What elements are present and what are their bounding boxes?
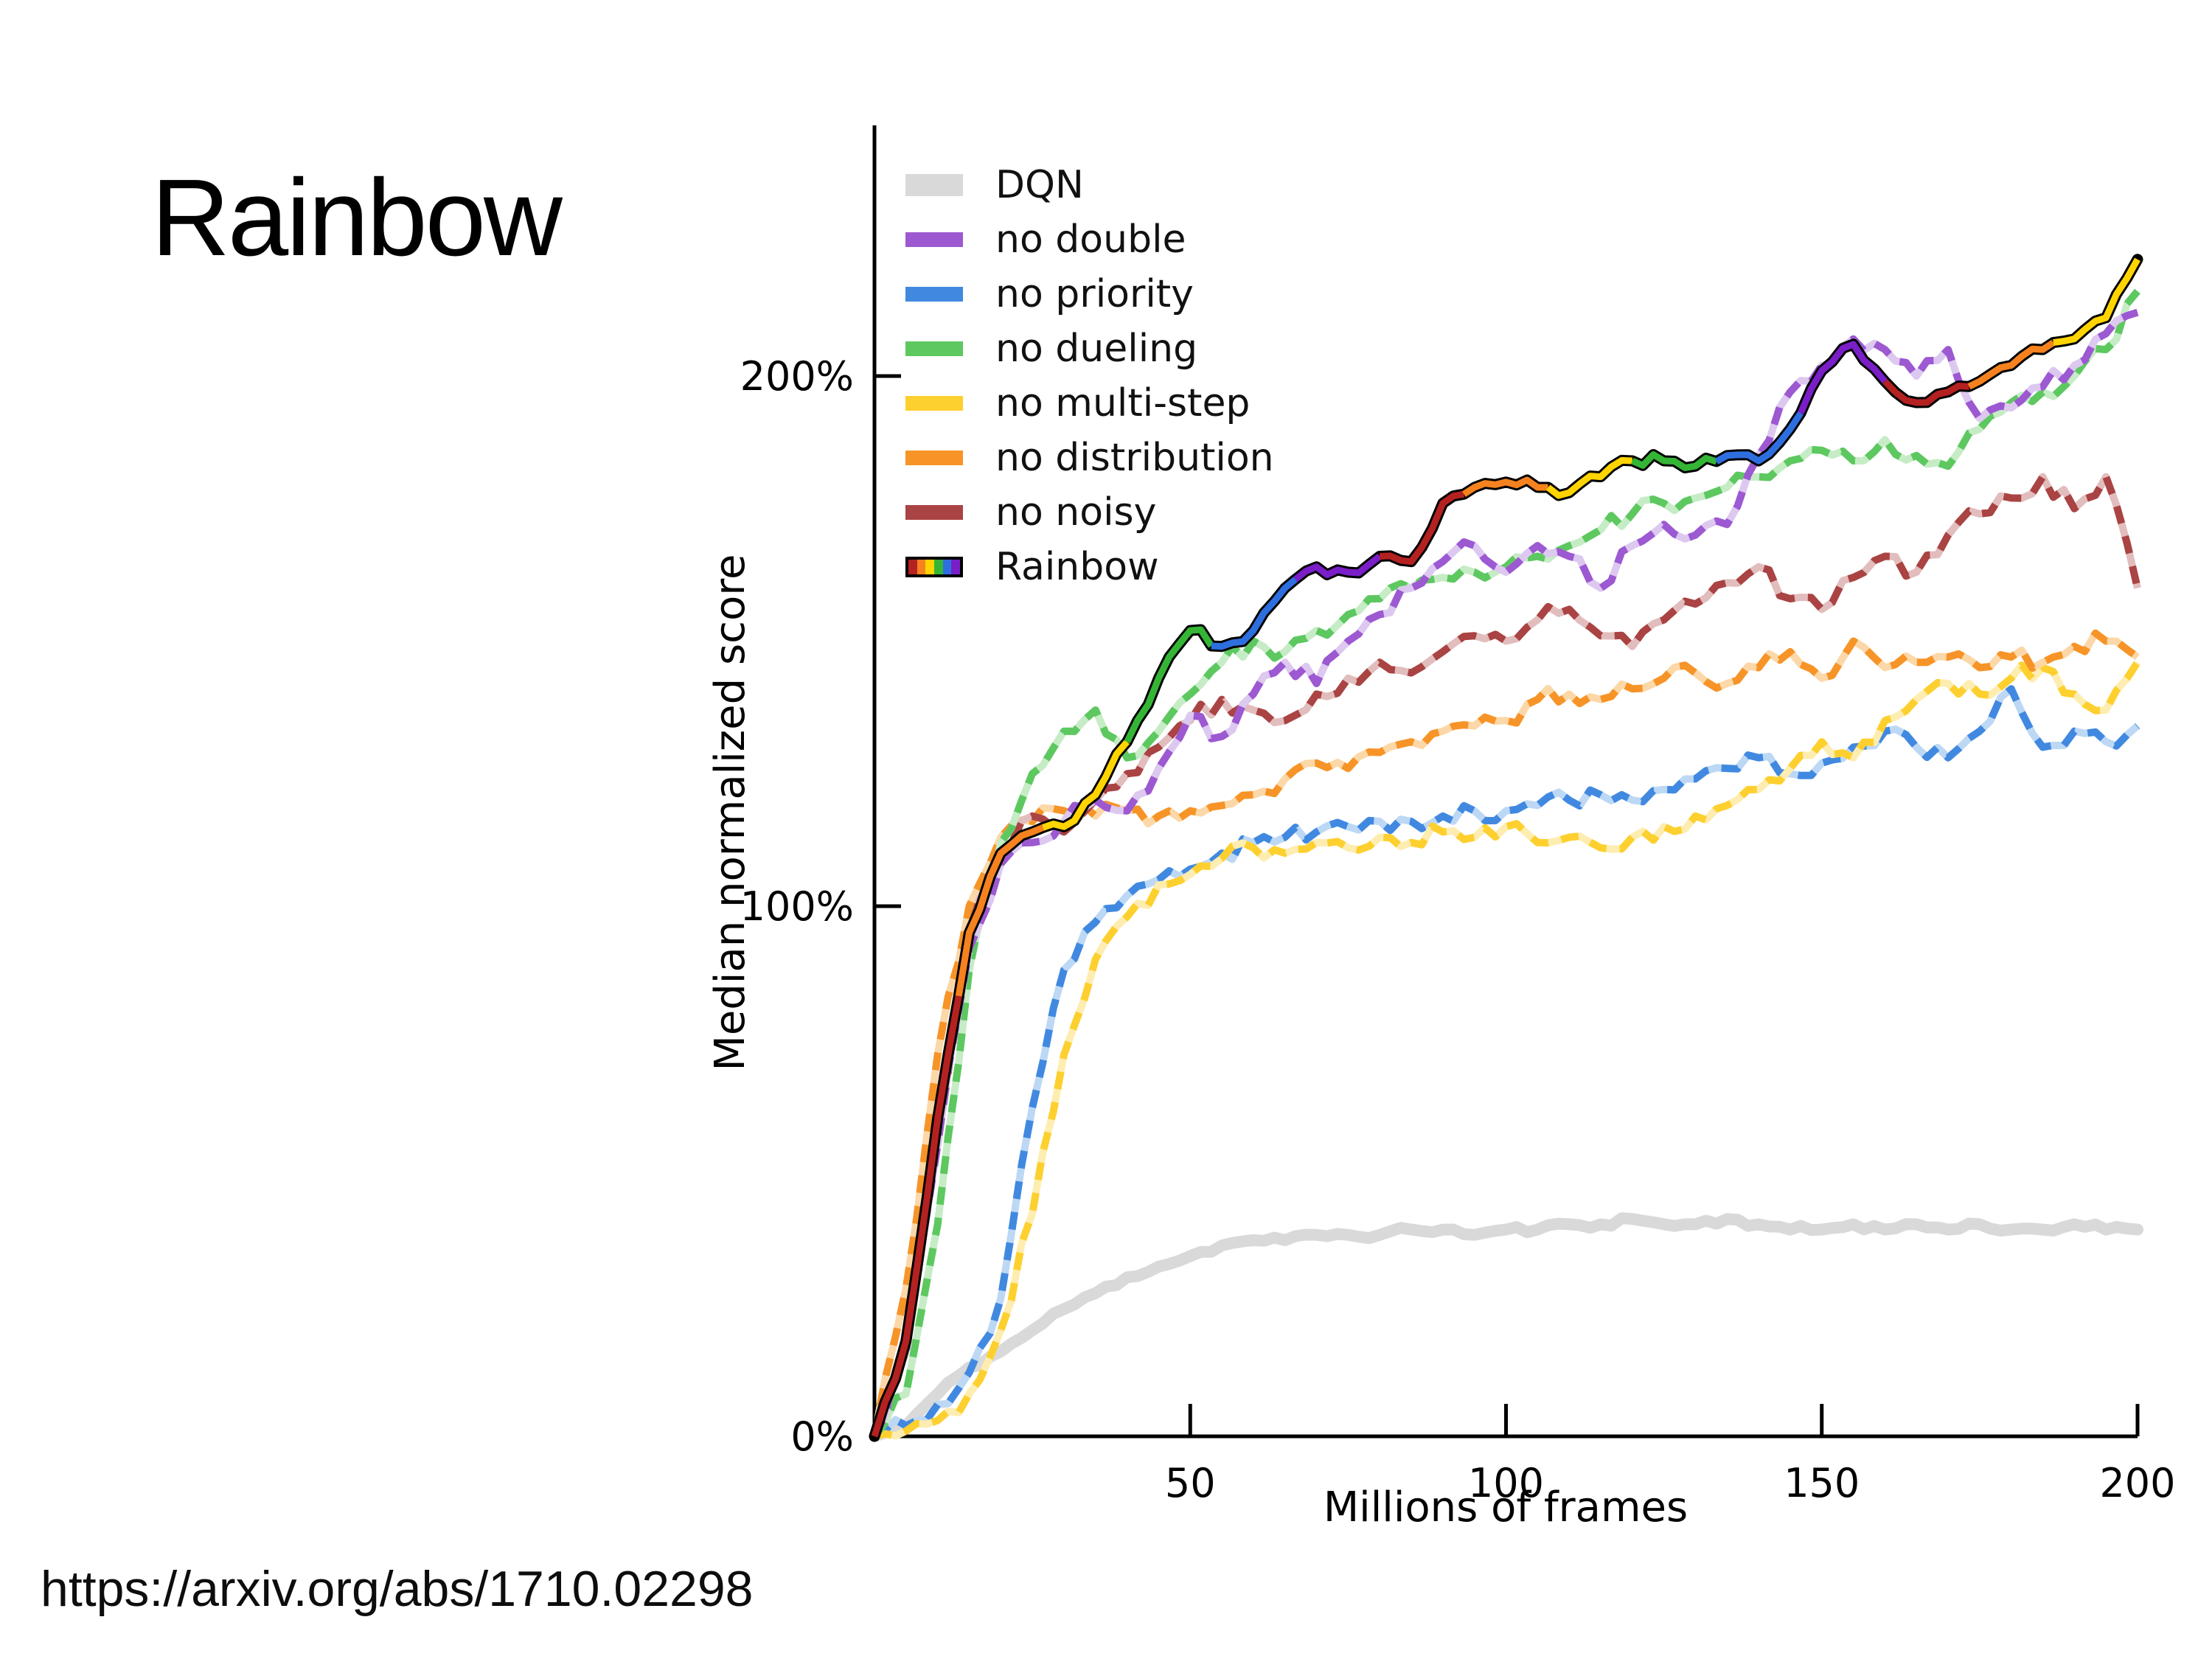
legend-swatch-dqn-icon [905, 174, 963, 196]
slide-title: Rainbow [151, 157, 563, 279]
series-line-no-dueling [872, 288, 2140, 1439]
y-tick-label: 100% [740, 883, 854, 930]
legend-swatch-color-segment [908, 560, 917, 574]
curve-rainbow-segment [1461, 476, 1548, 497]
legend-swatch-color-segment [917, 560, 926, 574]
curve-no-multi-step [873, 660, 2141, 1440]
curve-rainbow-segment [1630, 451, 1718, 471]
legend-item-no-multi-step: no multi-step [905, 376, 1274, 431]
legend-label: Rainbow [995, 545, 1159, 589]
legend-swatch-no-priority-icon [905, 287, 963, 302]
curve-rainbow-segment [1380, 490, 1465, 566]
curve-rainbow-segment [1967, 339, 2056, 390]
y-axis-label: Median normalized score [706, 554, 754, 1071]
legend-label: no double [995, 218, 1186, 262]
legend-swatch-no-noisy-icon [905, 505, 963, 520]
chart-legend: DQN no double no priority no dueling no mult… [905, 158, 1274, 594]
legend-swatch-color-segment [942, 560, 952, 574]
source-url: https://arxiv.org/abs/1710.02298 [41, 1561, 754, 1617]
legend-item-no-noisy: no noisy [905, 485, 1274, 540]
legend-item-no-double: no double [905, 212, 1274, 267]
curve-no-priority [872, 685, 2140, 1440]
legend-item-dqn: DQN [905, 158, 1274, 212]
legend-label: no dueling [995, 327, 1198, 371]
legend-swatch-color-segment [925, 560, 935, 574]
y-tick-label: 0% [790, 1413, 854, 1460]
curve-dqn [869, 1212, 2143, 1442]
curve-rainbow-segment [1545, 456, 1632, 499]
curve-rainbow-segment [1714, 411, 1804, 465]
x-tick-label: 50 [1165, 1460, 1216, 1506]
legend-item-no-dueling: no dueling [905, 321, 1274, 376]
curve-rainbow-segment [1124, 626, 1214, 744]
curve-rainbow-segment [1798, 341, 1888, 414]
x-tick-label: 150 [1784, 1460, 1860, 1506]
curve-halo-no-noisy [871, 473, 2141, 1438]
legend-label: no multi-step [995, 381, 1251, 425]
legend-swatch-no-dueling-icon [905, 341, 963, 356]
series-line-no-multi-step [873, 660, 2141, 1440]
curve-rainbow-segment [2053, 257, 2140, 347]
curve-rainbow-segment [871, 995, 962, 1438]
x-tick-label: 100 [1468, 1460, 1544, 1506]
legend-swatch-no-multi-step-icon [905, 396, 963, 411]
legend-swatch-no-distribution-icon [905, 451, 963, 465]
curve-no-noisy [871, 473, 2141, 1438]
curve-rainbow-segment [955, 824, 1045, 997]
legend-label: DQN [995, 163, 1084, 207]
x-tick-label: 200 [2099, 1460, 2175, 1506]
series-line-no-priority [872, 685, 2140, 1440]
legend-label: no noisy [995, 490, 1157, 535]
legend-label: no priority [995, 272, 1194, 316]
legend-item-no-distribution: no distribution [905, 431, 1274, 485]
legend-swatch-color-segment [934, 560, 943, 574]
curve-no-dueling [872, 288, 2140, 1439]
series-line-rainbow [869, 254, 2143, 1442]
curve-rainbow-segment [1293, 553, 1382, 582]
series-line-no-noisy [871, 473, 2141, 1438]
curve-rainbow-segment [1211, 577, 1298, 650]
curve-no-double [871, 308, 2139, 1439]
curve-rainbow-segment [1041, 740, 1130, 831]
legend-label: no distribution [995, 436, 1274, 480]
y-tick-label: 200% [740, 353, 854, 400]
legend-item-rainbow: Rainbow [905, 540, 1274, 594]
series-line-dqn [869, 1212, 2143, 1442]
legend-swatch-rainbow-icon [905, 557, 963, 577]
curve-rainbow-segment [1882, 379, 1969, 406]
x-axis-label: Millions of frames [1323, 1484, 1688, 1531]
legend-swatch-no-double-icon [905, 232, 963, 247]
legend-swatch-color-segment [951, 560, 961, 574]
legend-item-no-priority: no priority [905, 267, 1274, 321]
